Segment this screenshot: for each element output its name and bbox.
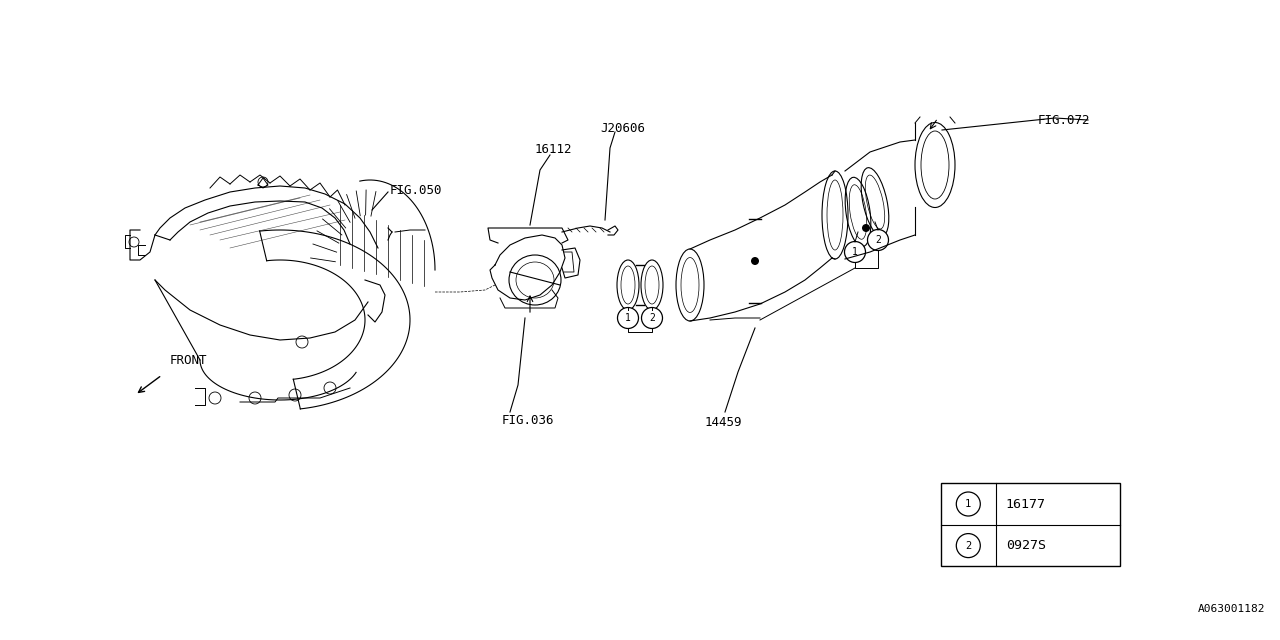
Circle shape bbox=[641, 307, 663, 328]
Text: 1: 1 bbox=[965, 499, 972, 509]
Circle shape bbox=[845, 241, 865, 262]
Circle shape bbox=[617, 307, 639, 328]
Text: 0927S: 0927S bbox=[1006, 539, 1046, 552]
Text: FIG.050: FIG.050 bbox=[390, 184, 443, 196]
Text: 2: 2 bbox=[965, 541, 972, 550]
Circle shape bbox=[956, 534, 980, 557]
Text: 2: 2 bbox=[649, 313, 655, 323]
Text: 1: 1 bbox=[852, 247, 858, 257]
Text: FIG.072: FIG.072 bbox=[1038, 113, 1091, 127]
Circle shape bbox=[956, 492, 980, 516]
Text: 1: 1 bbox=[625, 313, 631, 323]
Text: 2: 2 bbox=[876, 235, 881, 245]
Circle shape bbox=[861, 224, 870, 232]
Text: 16177: 16177 bbox=[1006, 497, 1046, 511]
Text: J20606: J20606 bbox=[600, 122, 645, 134]
Circle shape bbox=[868, 230, 888, 250]
Text: 14459: 14459 bbox=[705, 415, 742, 429]
Text: FIG.036: FIG.036 bbox=[502, 413, 554, 426]
Circle shape bbox=[751, 257, 759, 265]
Bar bbox=[941, 483, 1120, 566]
Text: A063001182: A063001182 bbox=[1198, 604, 1265, 614]
Text: FRONT: FRONT bbox=[170, 354, 207, 367]
Text: 16112: 16112 bbox=[535, 143, 572, 157]
